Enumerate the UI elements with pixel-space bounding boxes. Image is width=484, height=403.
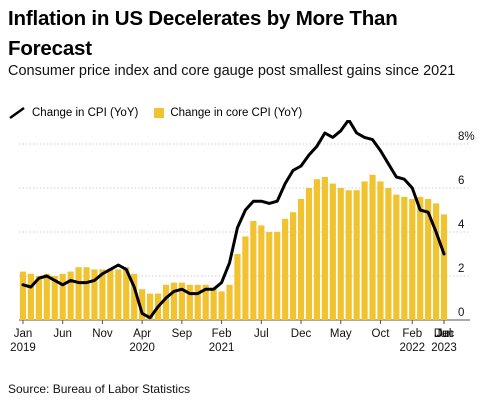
core-cpi-bar <box>353 190 360 320</box>
core-cpi-bar <box>210 289 217 320</box>
core-cpi-bar <box>186 284 193 320</box>
x-tick-year-label: 2023 <box>431 342 457 354</box>
core-cpi-bar <box>115 269 122 320</box>
core-cpi-bars <box>19 174 448 320</box>
core-cpi-bar <box>51 276 58 320</box>
core-cpi-bar <box>131 273 138 320</box>
y-tick-label: 6 <box>458 175 464 187</box>
chart-title: Inflation in US Decelerates by More Than… <box>8 7 398 60</box>
cpi-line <box>21 120 446 320</box>
core-cpi-bar <box>258 225 265 320</box>
core-cpi-bar <box>242 236 249 320</box>
core-cpi-bar <box>123 267 130 320</box>
core-cpi-bar <box>337 188 344 320</box>
core-cpi-bar <box>59 273 66 320</box>
core-cpi-bar <box>99 269 106 320</box>
x-tick-month-label: Jul <box>437 328 452 340</box>
core-cpi-bar <box>234 254 241 320</box>
y-tick-label: 0 <box>458 307 464 319</box>
x-tick-year-label: 2019 <box>10 342 36 354</box>
legend-label-cpi: Change in CPI (YoY) <box>32 107 139 119</box>
x-tick-month-label: Jun <box>53 328 72 340</box>
core-cpi-bar <box>321 177 328 320</box>
core-cpi-bar <box>67 271 74 320</box>
core-cpi-bar <box>139 289 146 320</box>
core-cpi-bar <box>27 273 35 320</box>
legend-item-core: Change in core CPI (YoY) <box>154 107 302 119</box>
core-cpi-bar <box>146 293 154 320</box>
core-cpi-bar <box>83 267 90 320</box>
x-tick-month-label: Jul <box>254 328 269 340</box>
x-tick-month-label: Nov <box>92 328 113 340</box>
core-cpi-bar <box>91 269 98 320</box>
core-cpi-bar <box>305 188 313 320</box>
x-tick-year-label: 2020 <box>129 342 155 354</box>
core-cpi-bar <box>107 269 114 320</box>
y-tick-label: 4 <box>458 219 465 231</box>
x-tick-year-label: 2022 <box>399 342 425 354</box>
x-tick-month-label: Sep <box>172 328 192 340</box>
core-cpi-bar <box>266 232 273 320</box>
x-tick-month-label: Dec <box>434 328 455 340</box>
core-cpi-bar <box>440 214 448 320</box>
y-axis-ticks: 0 2 4 6 8% <box>458 131 475 319</box>
core-cpi-bar <box>202 284 209 320</box>
core-cpi-bar <box>329 183 336 320</box>
x-tick-month-label: Apr <box>133 328 151 340</box>
x-tick-month-label: Oct <box>372 328 391 340</box>
core-cpi-bar <box>369 174 376 320</box>
core-cpi-bar <box>226 284 233 320</box>
core-cpi-bar <box>313 179 321 320</box>
legend-line-icon <box>9 106 25 120</box>
legend-label-core: Change in core CPI (YoY) <box>170 107 303 119</box>
x-tick-month-label: Jan <box>14 328 33 340</box>
core-cpi-bar <box>170 282 178 320</box>
x-tick-month-label: Dec <box>291 328 312 340</box>
inflation-chart: 0 2 4 6 8% Jan 2019 Jun Nov Apr 2020 Sep Feb 2021 Jul… <box>10 120 475 354</box>
core-cpi-bar <box>401 196 408 320</box>
y-tick-label: 2 <box>458 263 464 275</box>
core-cpi-bar <box>432 203 440 320</box>
core-cpi-bar <box>178 282 185 320</box>
core-cpi-bar <box>19 271 27 320</box>
x-tick-year-label: 2021 <box>209 342 235 354</box>
core-cpi-bar <box>409 199 416 320</box>
core-cpi-bar <box>218 291 225 320</box>
core-cpi-bar <box>162 284 170 320</box>
core-cpi-bar <box>274 232 281 320</box>
source-note: Source: Bureau of Labor Statistics <box>8 382 191 396</box>
core-cpi-bar <box>35 276 42 320</box>
core-cpi-bar <box>417 196 424 320</box>
core-cpi-bar <box>385 188 392 320</box>
core-cpi-bar <box>282 218 289 320</box>
core-cpi-bar <box>297 199 305 320</box>
core-cpi-bar <box>75 267 82 320</box>
core-cpi-bar <box>425 199 432 320</box>
legend-item-cpi: Change in CPI (YoY) <box>8 106 138 120</box>
legend: Change in CPI (YoY) Change in core CPI (… <box>8 106 318 120</box>
legend-bar-swatch-icon <box>154 108 165 118</box>
core-cpi-bar <box>361 181 368 320</box>
chart-subtitle: Consumer price index and core gauge post… <box>8 63 456 79</box>
core-cpi-bar <box>377 181 384 320</box>
core-cpi-bar <box>43 273 50 320</box>
core-cpi-bar <box>345 190 352 320</box>
x-tick-month-label: Jun <box>435 328 454 340</box>
y-tick-label: 8% <box>458 131 475 143</box>
x-tick-month-label: Feb <box>212 328 232 340</box>
x-tick-month-label: May <box>330 328 352 340</box>
core-cpi-bar <box>250 221 257 320</box>
x-tick-month-label: Feb <box>402 328 422 340</box>
core-cpi-bar <box>289 212 297 320</box>
core-cpi-bar <box>393 194 400 320</box>
core-cpi-bar <box>194 284 201 320</box>
